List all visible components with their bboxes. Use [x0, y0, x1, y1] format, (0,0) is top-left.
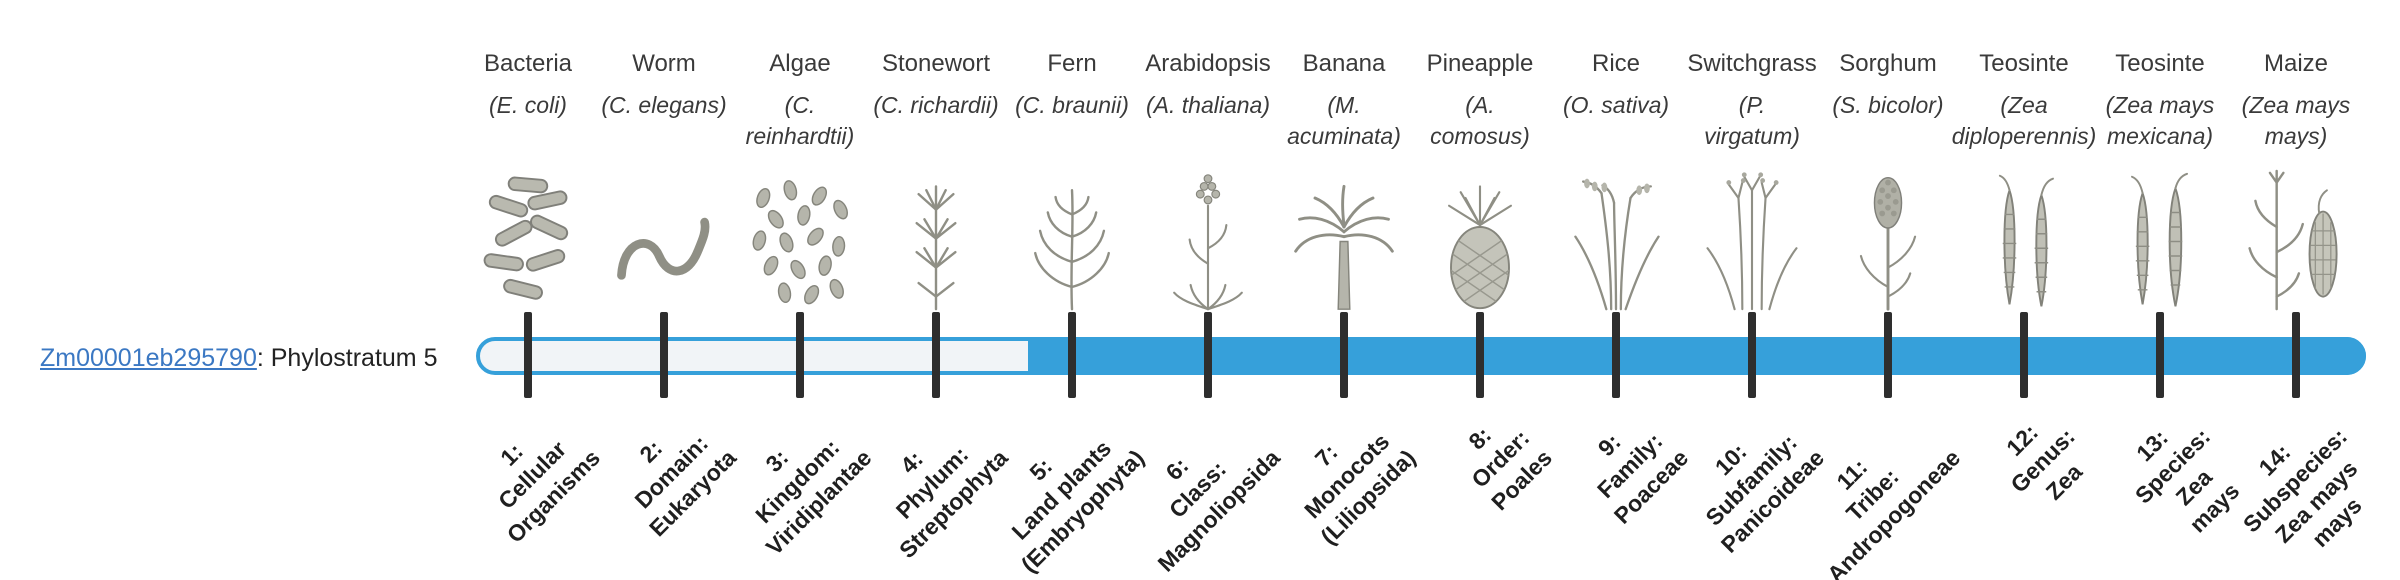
worm-icon: [589, 156, 739, 314]
phylostratum-label: 3: Kingdom: Viridiplantae: [750, 434, 877, 561]
phylostratum-text: : Phylostratum 5: [256, 344, 438, 372]
sorghum-icon: [1813, 156, 1963, 314]
organism-scientific-name: (C. braunii): [1015, 92, 1129, 118]
phylostratum-tick: [2292, 312, 2300, 398]
phylostratum-label: 14: Subspecies: Zea mays mays: [2237, 423, 2367, 553]
phylostratum-tick: [1204, 312, 1212, 398]
switchgrass-icon: [1677, 156, 1827, 314]
maize-icon: [2221, 156, 2371, 314]
teosinte-diploperennis-icon: [1949, 156, 2099, 314]
gene-label: Zm00001eb295790: Phylostratum 5: [40, 344, 438, 373]
phylostratum-tick: [932, 312, 940, 398]
phylostratum-label: 11: Tribe: Andropogoneae: [1821, 444, 1965, 580]
organism-scientific-name: (M. acuminata): [1287, 92, 1401, 150]
gene-link[interactable]: Zm00001eb295790: [40, 344, 257, 372]
phylostratum-label: 6: Class: Magnoliopsida: [1152, 444, 1285, 577]
organism-name: Teosinte: [2115, 50, 2205, 77]
organism-column: Teosinte (Zea diploperennis): [1949, 50, 2099, 314]
organism-scientific-name: (O. sativa): [1562, 92, 1670, 118]
phylostratum-label: 9: Family: Poaceae: [1592, 428, 1693, 529]
organism-name: Sorghum: [1839, 50, 1937, 77]
organism-column: Sorghum (S. bicolor): [1813, 50, 1963, 314]
organism-name: Fern: [1047, 50, 1097, 77]
phylostratum-tick: [1068, 312, 1076, 398]
organism-name: Maize: [2263, 50, 2329, 77]
organism-scientific-name: (Zea mays mays): [2241, 92, 2351, 150]
organism-column: Algae (C. reinhardtii): [725, 50, 875, 314]
rice-icon: [1541, 156, 1691, 314]
phylostratum-tick: [660, 312, 668, 398]
organism-name: Rice: [1591, 50, 1640, 77]
organism-name: Worm: [632, 50, 696, 77]
organism-scientific-name: (A. thaliana): [1145, 92, 1270, 118]
phylostratum-tick: [1884, 312, 1892, 398]
arabidopsis-icon: [1133, 156, 1283, 314]
phylostratum-label: 1: Cellular Organisms: [493, 436, 605, 548]
organism-column: Banana (M. acuminata): [1269, 50, 1419, 314]
organism-scientific-name: (Zea mays mexicana): [2105, 92, 2215, 150]
organism-column: Bacteria (E. coli): [453, 50, 603, 314]
organism-scientific-name: (C. reinhardtii): [745, 92, 855, 150]
phylostratum-label: 2: Domain: Eukaryota: [629, 430, 741, 542]
fern-icon: [997, 156, 1147, 314]
phylostratum-label: 7: Monocots (Liliopsida): [1299, 428, 1421, 550]
algae-icon: [725, 156, 875, 314]
phylostratum-tick: [796, 312, 804, 398]
organism-scientific-name: (E. coli): [489, 92, 567, 118]
phylostratum-tick: [2020, 312, 2028, 398]
organism-column: Teosinte (Zea mays mexicana): [2085, 50, 2235, 314]
organism-column: Arabidopsis (A. thaliana): [1133, 50, 1283, 314]
organism-name: Stonewort: [881, 50, 991, 77]
organism-column: Maize (Zea mays mays): [2221, 50, 2371, 314]
organism-column: Fern (C. braunii): [997, 50, 1147, 314]
phylostratum-label: 4: Phylum: Streptophyta: [891, 441, 1013, 564]
phylostratum-tick: [1340, 312, 1348, 398]
organism-column: Worm (C. elegans): [589, 50, 739, 314]
teosinte-mexicana-icon: [2085, 156, 2235, 314]
organism-scientific-name: (S. bicolor): [1832, 92, 1944, 118]
phylostratum-tick: [524, 312, 532, 398]
organism-name: Algae: [769, 50, 831, 77]
organism-name: Arabidopsis: [1145, 50, 1271, 77]
banana-icon: [1269, 156, 1419, 314]
organism-column: Stonewort (C. richardii): [861, 50, 1011, 314]
phylostratum-tick: [1476, 312, 1484, 398]
phylostratum-tick: [2156, 312, 2164, 398]
phylostratum-tick: [1748, 312, 1756, 398]
phylostratum-label: 12: Genus: Zea: [2000, 418, 2087, 505]
organism-name: Bacteria: [483, 50, 573, 77]
organism-column: Rice (O. sativa): [1541, 50, 1691, 314]
organism-scientific-name: (C. elegans): [601, 92, 727, 118]
bacteria-icon: [453, 156, 603, 314]
phylostratum-label: 8: Order: Poales: [1463, 421, 1557, 516]
phylostratum-bar-fill: [1028, 337, 2366, 375]
phylostratum-label: 5: Land plants (Embryophyta): [1006, 435, 1149, 578]
organism-name: Banana: [1302, 50, 1386, 77]
organism-name: Teosinte: [1979, 50, 2069, 77]
pineapple-icon: [1405, 156, 1555, 314]
stonewort-icon: [861, 156, 1011, 314]
organism-scientific-name: (P. virgatum): [1704, 92, 1800, 150]
organism-column: Pineapple (A. comosus): [1405, 50, 1555, 314]
organism-column: Switchgrass (P. virgatum): [1677, 50, 1827, 314]
organism-scientific-name: (C. richardii): [873, 92, 999, 118]
phylostratum-tick: [1612, 312, 1620, 398]
organism-name: Pineapple: [1426, 50, 1534, 77]
organism-scientific-name: (A. comosus): [1430, 92, 1530, 150]
organism-scientific-name: (Zea diploperennis): [1951, 92, 2097, 150]
organism-name: Switchgrass: [1687, 50, 1817, 77]
